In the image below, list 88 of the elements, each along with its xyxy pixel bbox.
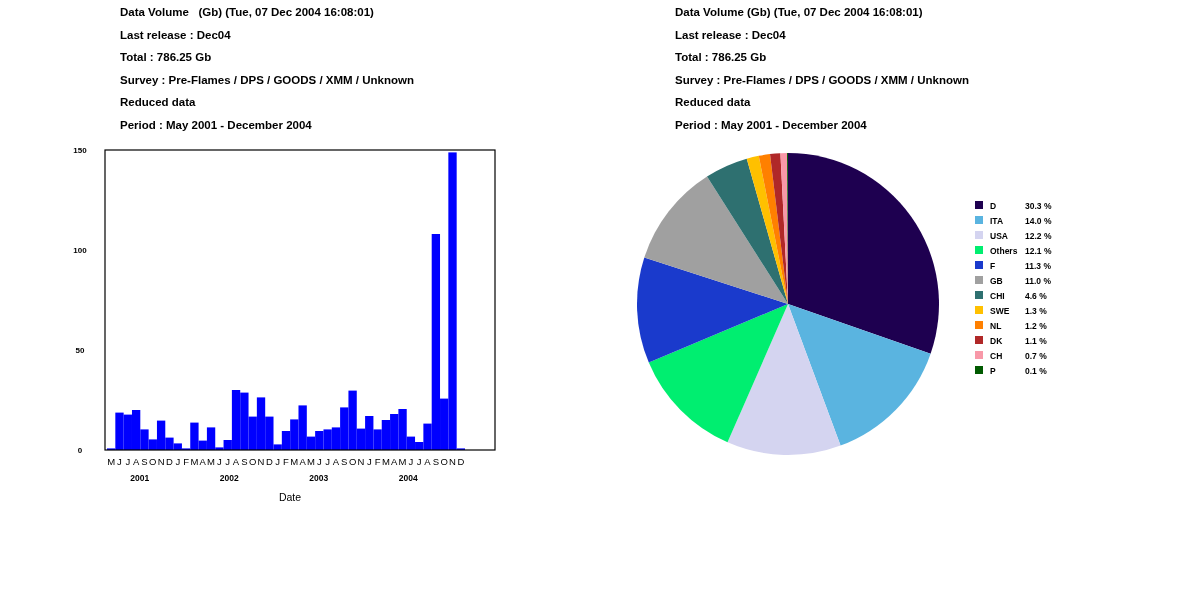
x-tick-label: M [398,456,407,467]
chart-title: Data Volume (Gb) (Tue, 07 Dec 2004 16:08:01) [675,6,923,18]
data-label: 1.2 % [1025,321,1048,331]
legend-label: SWE [990,306,1010,316]
x-tick-label: A [424,456,432,467]
x-tick-label: J [316,456,322,467]
text: Survey : Pre-Flames / DPS / GOODS / XMM / Unknown [675,73,969,86]
x-tick-label: M [381,456,390,467]
x-tick-label: S [141,456,148,467]
x-tick-label: O [348,456,357,467]
legend-label: NL [990,321,1002,331]
text: Period : May 2001 - December 2004 [675,118,868,131]
x-tick-label: A [332,456,340,467]
x-tick-label: M [307,456,316,467]
data-label: 12.1 % [1025,246,1052,256]
legend-label: GB [990,276,1003,286]
x-tick-label: O [249,456,257,467]
y-tick-label: 0 [77,446,83,455]
y-tick-label: 150 [73,146,88,155]
x-tick-label: M [107,456,116,467]
y-tick-label: 50 [75,346,85,355]
legend-label: ITA [990,216,1004,226]
x-tick-label: J [175,456,181,467]
x-tick-label: O [149,456,157,467]
x-tick-label: S [241,456,248,467]
data-label: 30.3 % [1025,201,1052,211]
x-tick-label: N [357,456,365,467]
data-label: 1.3 % [1025,306,1048,316]
legend-label: F [990,261,996,271]
legend-label: CH [990,351,1003,361]
text: 2004 [398,473,418,483]
data-label: 1.1 % [1025,336,1048,346]
x-tick-label: A [232,456,240,467]
text: Reduced data [120,96,197,108]
x-tick-label: J [275,456,281,467]
x-tick-label: D [265,456,273,467]
x-tick-label: F [374,456,381,467]
x-tick-label: F [183,456,190,467]
text: Total : 786.25 Gb [120,51,212,63]
data-label: 11.3 % [1025,261,1052,271]
data-label: 0.1 % [1025,366,1048,376]
x-tick-label: A [199,456,207,467]
legend-label: CHI [990,291,1005,301]
text: Last release : Dec04 [675,28,787,41]
data-label: 11.0 % [1025,276,1052,286]
x-tick-label: M [290,456,299,467]
x-tick-label: J [366,456,372,467]
x-tick-label: M [207,456,216,467]
x-tick-label: F [283,456,290,467]
data-label: 4.6 % [1025,291,1048,301]
x-tick-label: D [166,456,173,467]
x-tick-label: O [440,456,448,467]
text: 2002 [219,473,239,483]
x-tick-label: J [325,456,331,467]
data-label: 0.7 % [1025,351,1048,361]
y-tick-label: 100 [73,246,88,255]
legend-label: DK [990,336,1004,346]
chart-title: Data Volume (Gb) (Tue, 07 Dec 2004 16:08:01) [120,6,375,18]
text: Last release : Dec04 [120,28,232,41]
legend-label: USA [990,231,1008,241]
x-tick-label: J [217,456,223,467]
x-tick-label: A [391,456,399,467]
data-label: 12.2 % [1025,231,1052,241]
x-tick-label: J [125,456,131,467]
x-tick-label: S [432,456,440,467]
text: 2001 [130,473,150,483]
x-tick-label: A [132,456,140,467]
x-tick-label: S [341,456,348,467]
legend-label: D [990,201,997,211]
text: Survey : Pre-Flames / DPS / GOODS / XMM / Unknown [120,73,414,86]
x-tick-label: J [416,456,422,467]
x-tick-label: D [457,456,465,467]
x-tick-label: J [117,456,123,467]
x-tick-label: J [225,456,231,467]
x-tick-label: M [190,456,199,467]
x-tick-label: N [157,456,165,467]
text: Period : May 2001 - December 2004 [120,118,313,131]
text: 2003 [309,473,329,483]
data-label: 14.0 % [1025,216,1052,226]
x-axis-title: Date [278,491,302,503]
x-tick-label: J [408,456,414,467]
x-tick-label: N [257,456,265,467]
x-tick-label: N [449,456,457,467]
legend-label: Others [990,246,1018,256]
legend-label: P [990,366,996,376]
text: Reduced data [675,96,752,108]
x-tick-label: A [299,456,307,467]
text: Total : 786.25 Gb [675,51,767,63]
